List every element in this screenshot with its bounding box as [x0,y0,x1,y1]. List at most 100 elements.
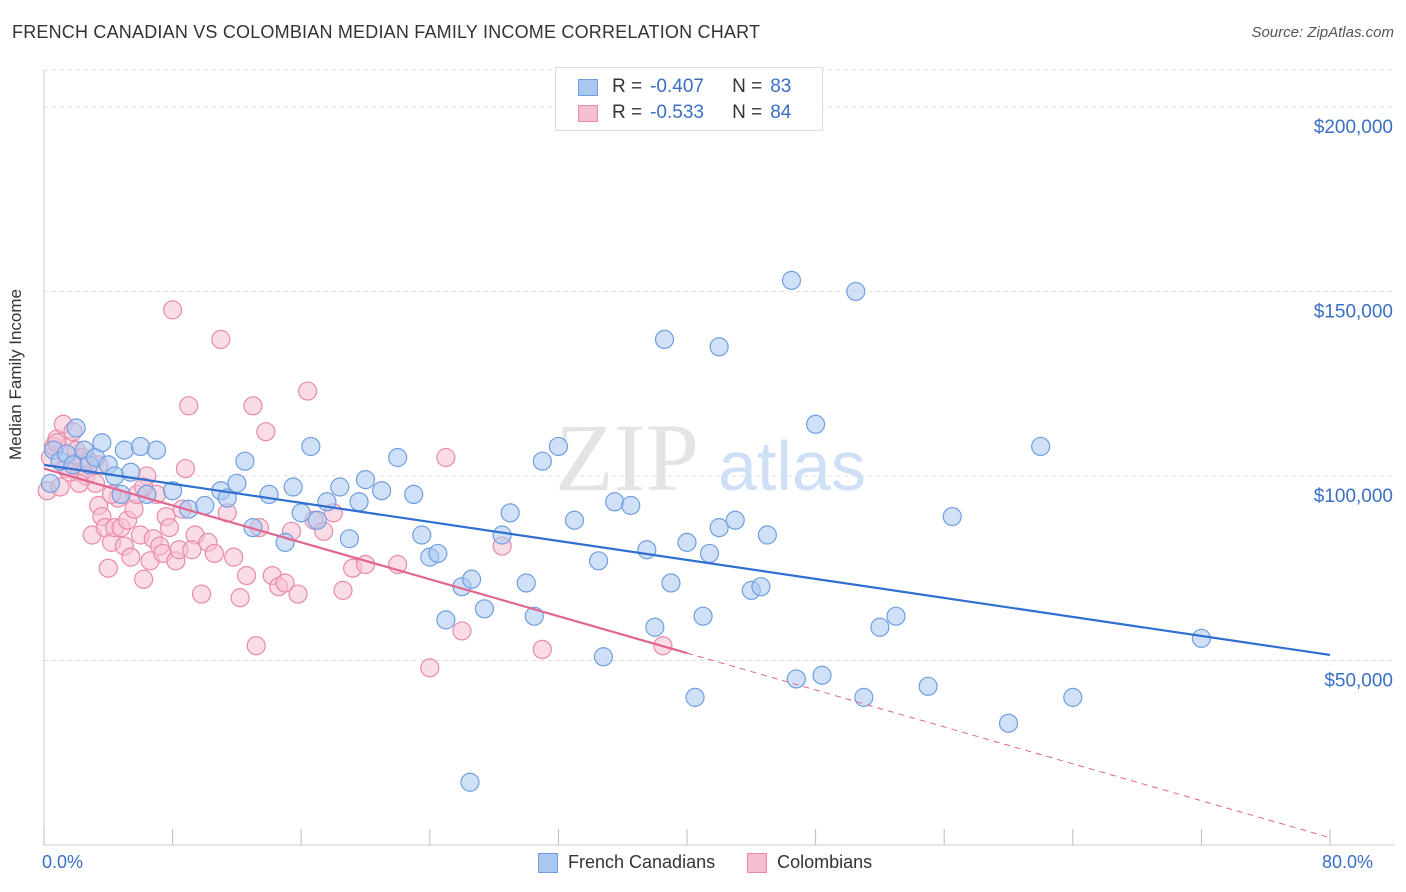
french-canadian-point [227,473,247,493]
y-tick-label: $200,000 [1314,117,1393,138]
colombian-point [163,300,183,320]
french-canadian-point [786,669,806,689]
french-canadian-point [428,543,448,564]
french-canadians-points [40,270,1212,792]
french-canadian-point [621,495,641,516]
french-canadian-point [291,503,311,523]
french-canadian-point [918,676,938,696]
legend-label: Colombians [777,852,873,872]
colombian-point [121,547,141,567]
french-canadian-point [301,436,321,457]
y-tick-label: $50,000 [1324,670,1393,691]
french-canadian-point [709,337,729,357]
french-canadian-point [371,481,392,501]
source-label: Source: ZipAtlas.com [1251,24,1394,41]
colombians-points [37,300,673,678]
colombian-point [134,569,154,589]
colombian-point [224,547,244,567]
r-label: R = [612,102,643,123]
french-canadian-point [339,529,360,549]
colombian-point [436,447,456,468]
french-canadian-point [355,470,376,490]
french-canadian-point [275,532,295,552]
french-canadian-point [404,484,424,505]
french-canadian-point [1063,687,1083,707]
colombian-point [452,621,472,641]
colombian-point [532,639,552,660]
french-canadian-point [870,617,890,637]
legend-item-colombians[interactable]: Colombians [747,852,872,873]
french-canadian-point [677,532,697,552]
french-canadian-point [645,617,665,637]
colombian-point [211,329,231,350]
french-canadian-point [593,647,614,667]
x-tick-min: 0.0% [42,852,84,872]
french-canadian-point [492,525,512,545]
colombian-point [182,540,202,560]
french-canadian-point [283,477,303,497]
french-canadian-point [461,569,482,589]
legend-item-french-canadians[interactable]: French Canadians [538,852,715,873]
colombian-point [246,636,266,656]
colombian-point [420,658,440,678]
french-canadian-point [1191,628,1212,648]
french-canadian-point [163,481,183,501]
colombian-point [275,573,295,593]
stats-legend: R = -0.407 N = 83 R = -0.533 N = 84 [555,67,823,131]
pink-swatch-icon [578,104,598,122]
french-canadian-point [588,551,609,571]
french-canadian-point [436,610,456,630]
x-tick-max: 80.0% [1322,852,1374,872]
french-canadian-point [693,606,713,626]
n-label: N = [732,102,763,123]
y-axis-label: Median Family Income [6,288,25,460]
french-canadian-point [130,436,151,457]
chart-title: FRENCH CANADIAN VS COLOMBIAN MEDIAN FAMI… [12,22,761,42]
french-canadian-point [532,451,552,471]
colombian-point [191,584,212,604]
french-canadian-point [886,606,906,626]
french-canadian-point [66,418,86,438]
french-canadians-trend-line [43,463,1331,657]
colombians-trend-line [43,467,688,655]
legend-label: French Canadians [568,852,716,872]
french-canadian-point [1031,436,1051,457]
french-canadian-point [500,503,520,523]
french-canadian-point [605,492,625,512]
watermark-atlas: atlas [718,427,866,505]
colombian-point [204,543,224,564]
pink-swatch-icon [747,852,768,873]
colombian-point [179,396,199,416]
colombian-point [159,518,179,538]
colombian-point [298,381,318,401]
trend-lines [43,463,1331,839]
french-canadian-point [388,447,408,468]
french-canadian-point [854,687,874,707]
r-value: -0.407 [650,76,704,97]
french-canadian-point [757,525,777,545]
french-canadian-point [781,270,802,290]
french-canadian-point [998,713,1019,733]
y-tick-label: $100,000 [1314,486,1393,507]
y-tick-label: $150,000 [1314,301,1393,322]
french-canadian-point [474,599,495,619]
french-canadian-point [812,665,832,685]
french-canadian-point [548,436,569,457]
n-value: 83 [770,76,792,97]
french-canadian-point [709,518,729,538]
blue-swatch-icon [578,78,598,96]
colombian-point [288,584,308,604]
french-canadian-point [146,440,167,460]
french-canadian-point [805,414,826,434]
french-canadian-point [92,433,112,453]
french-canadian-point [114,440,134,460]
stats-row-french-canadians: R = -0.407 N = 83 [578,75,791,99]
n-label: N = [732,76,763,97]
french-canadian-point [699,543,720,564]
colombian-point [230,588,250,608]
french-canadian-point [330,477,350,497]
colombian-point [98,558,118,578]
y-tick-labels: $50,000 $100,000 $150,000 $200,000 [1314,117,1393,692]
french-canadian-point [259,484,279,505]
